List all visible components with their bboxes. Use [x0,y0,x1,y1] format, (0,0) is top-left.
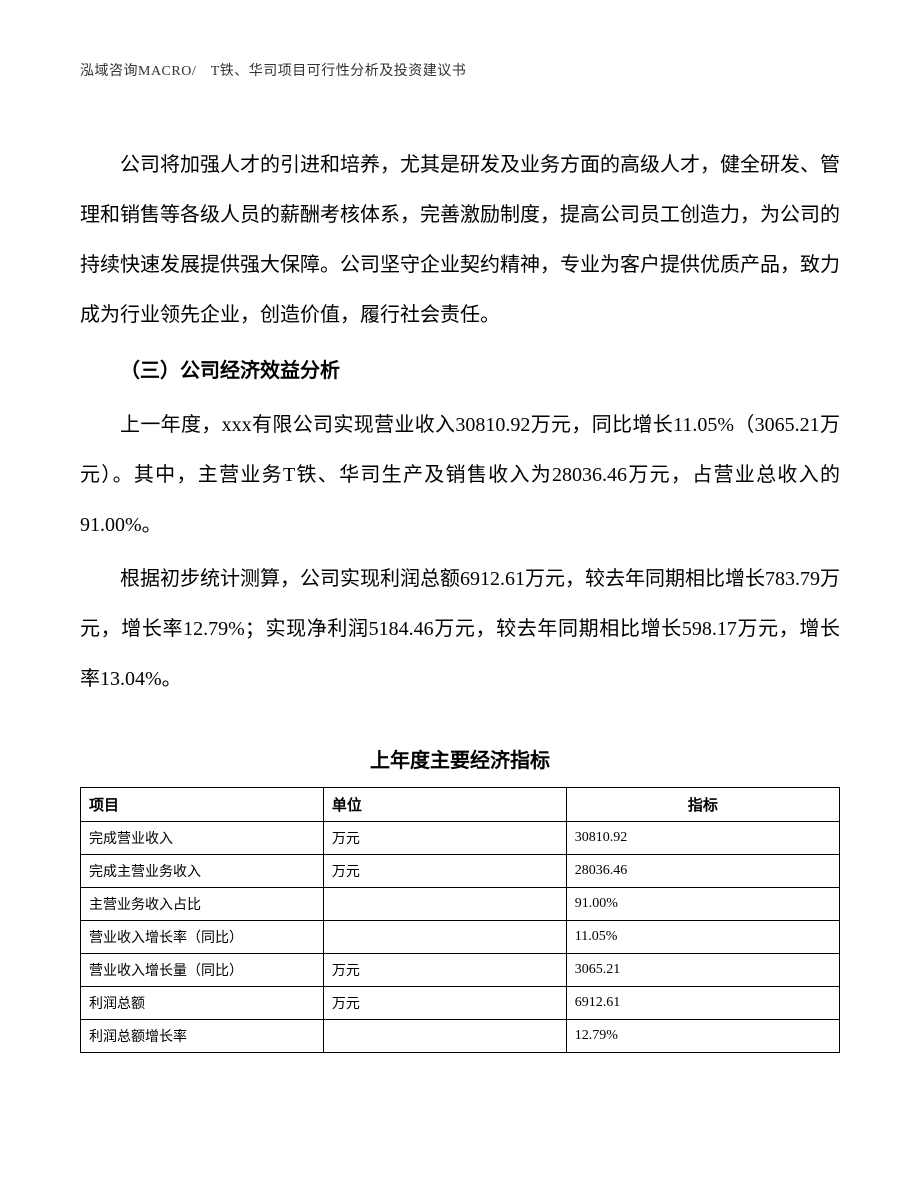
table-row: 完成营业收入 万元 30810.92 [81,822,840,855]
col-header-value: 指标 [566,788,839,822]
cell-value: 30810.92 [566,822,839,855]
table-row: 利润总额增长率 12.79% [81,1020,840,1053]
cell-item: 完成主营业务收入 [81,855,324,888]
col-header-unit: 单位 [323,788,566,822]
cell-item: 营业收入增长率（同比） [81,921,324,954]
paragraph-revenue: 上一年度，xxx有限公司实现营业收入30810.92万元，同比增长11.05%（… [80,400,840,550]
table-row: 营业收入增长量（同比） 万元 3065.21 [81,954,840,987]
table-row: 主营业务收入占比 91.00% [81,888,840,921]
cell-item: 利润总额增长率 [81,1020,324,1053]
table-title: 上年度主要经济指标 [80,744,840,773]
cell-unit: 万元 [323,855,566,888]
page-header: 泓域咨询MACRO/ T铁、华司项目可行性分析及投资建议书 [80,60,840,80]
paragraph-profit: 根据初步统计测算，公司实现利润总额6912.61万元，较去年同期相比增长783.… [80,554,840,704]
cell-unit [323,1020,566,1053]
cell-unit [323,921,566,954]
col-header-item: 项目 [81,788,324,822]
cell-item: 完成营业收入 [81,822,324,855]
cell-unit: 万元 [323,954,566,987]
cell-item: 利润总额 [81,987,324,1020]
cell-value: 11.05% [566,921,839,954]
cell-item: 主营业务收入占比 [81,888,324,921]
cell-unit: 万元 [323,987,566,1020]
table-row: 利润总额 万元 6912.61 [81,987,840,1020]
economic-indicators-table: 项目 单位 指标 完成营业收入 万元 30810.92 完成主营业务收入 万元 … [80,787,840,1053]
cell-value: 28036.46 [566,855,839,888]
cell-value: 12.79% [566,1020,839,1053]
cell-value: 6912.61 [566,987,839,1020]
cell-value: 3065.21 [566,954,839,987]
paragraph-intro: 公司将加强人才的引进和培养，尤其是研发及业务方面的高级人才，健全研发、管理和销售… [80,140,840,340]
cell-value: 91.00% [566,888,839,921]
cell-unit [323,888,566,921]
section-heading-economic-analysis: （三）公司经济效益分析 [80,346,840,396]
table-row: 营业收入增长率（同比） 11.05% [81,921,840,954]
cell-item: 营业收入增长量（同比） [81,954,324,987]
table-header-row: 项目 单位 指标 [81,788,840,822]
table-row: 完成主营业务收入 万元 28036.46 [81,855,840,888]
document-page: 泓域咨询MACRO/ T铁、华司项目可行性分析及投资建议书 公司将加强人才的引进… [0,0,920,1191]
cell-unit: 万元 [323,822,566,855]
